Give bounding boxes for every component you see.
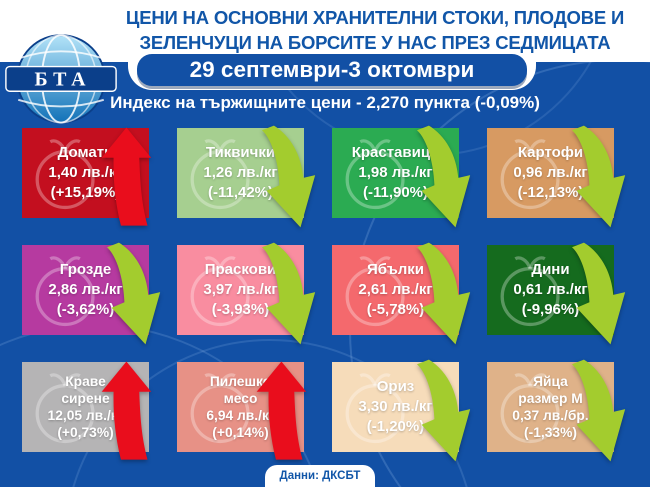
product-change: (-1,20%) [366,417,425,435]
product-name: Дини [531,261,570,279]
product-card-text: Пилешко месо 6,94 лв./кг (+0,14%) [206,373,274,442]
product-card: Краве сирене 12,05 лв./кг (+0,73%) [22,361,152,460]
produce-outline-icon [345,256,405,327]
product-card-text: Тиквички 1,26 лв./кг (-11,42%) [203,143,277,202]
product-card: Тиквички 1,26 лв./кг (-11,42%) [177,125,316,228]
product-name: Пилешко месо [209,373,272,406]
product-name: Картофи [517,144,584,162]
date-range-tab: 29 септември-3 октомври [137,54,527,86]
title-line1: ЦЕНИ НА ОСНОВНИ ХРАНИТЕЛНИ СТОКИ, ПЛОДОВ… [125,7,625,28]
produce-outline-icon [35,373,95,444]
price-up-arrow-icon [256,361,307,460]
page-title: ЦЕНИ НА ОСНОВНИ ХРАНИТЕЛНИ СТОКИ, ПЛОДОВ… [108,5,642,55]
product-price: 1,40 лв./кг [48,164,123,182]
product-card: Ябълки 2,61 лв./кг (-5,78%) [332,242,471,345]
price-down-arrow-icon [572,359,626,462]
product-card: Домати 1,40 лв./кг (+15,19%) [22,127,152,226]
produce-outline-icon [500,139,560,210]
cards-grid: Домати 1,40 лв./кг (+15,19%) Тиквички 1,… [22,125,626,462]
product-price: 2,86 лв./кг [48,281,123,299]
product-change: (+0,14%) [212,425,269,441]
product-change: (-3,93%) [211,300,270,318]
product-card: Грозде 2,86 лв./кг (-3,62%) [22,242,161,345]
source-label: Данни: ДКСБТ [279,470,361,482]
product-price: 0,96 лв./кг [513,164,588,182]
produce-outline-icon [345,139,405,210]
product-price: 1,26 лв./кг [203,164,278,182]
product-change: (+15,19%) [50,183,121,201]
product-change: (-1,33%) [524,425,577,441]
produce-outline-icon [35,139,95,210]
price-down-arrow-icon [417,359,471,462]
product-card-text: Краве сирене 12,05 лв./кг (+0,73%) [48,373,124,442]
product-card-text: Яйца размер М 0,37 лв./бр. (-1,33%) [512,373,588,442]
price-down-arrow-icon [417,125,471,228]
produce-outline-icon [345,373,405,444]
price-down-arrow-icon [572,125,626,228]
produce-outline-icon [500,373,560,444]
produce-outline-icon [35,256,95,327]
product-price: 3,97 лв./кг [203,281,278,299]
product-card-text: Домати 1,40 лв./кг (+15,19%) [48,143,122,202]
product-price: 12,05 лв./кг [47,408,124,423]
price-down-arrow-icon [572,242,626,345]
product-card-text: Праскови 3,97 лв./кг (-3,93%) [203,260,277,319]
product-name: Краставици [351,144,440,162]
product-name: Краве сирене [61,373,110,406]
product-card: Пилешко месо 6,94 лв./кг (+0,14%) [177,361,307,460]
product-change: (-5,78%) [366,300,425,318]
product-card-text: Картофи 0,96 лв./кг (-12,13%) [513,143,587,202]
product-price: 0,61 лв./кг [513,281,588,299]
product-name: Домати [57,144,114,162]
product-name: Тиквички [205,144,276,162]
price-down-arrow-icon [262,125,316,228]
price-down-arrow-icon [417,242,471,345]
product-price: 1,98 лв./кг [358,164,433,182]
product-card-text: Ябълки 2,61 лв./кг (-5,78%) [358,260,432,319]
product-price: 6,94 лв./кг [206,408,275,423]
product-name: Ориз [376,378,415,396]
price-up-arrow-icon [101,361,152,460]
product-card: Картофи 0,96 лв./кг (-12,13%) [487,125,626,228]
produce-outline-icon [500,256,560,327]
market-index-line: Индекс на тържищните цени - 2,270 пункта… [110,93,540,112]
product-card: Дини 0,61 лв./кг (-9,96%) [487,242,626,345]
product-name: Яйца размер М [518,373,583,406]
date-range-label: 29 септември-3 октомври [189,57,475,82]
product-name: Праскови [204,261,277,279]
product-name: Грозде [59,261,112,279]
product-change: (-11,42%) [207,183,274,201]
product-change: (+0,73%) [57,425,114,441]
price-down-arrow-icon [262,242,316,345]
product-card: Краставици 1,98 лв./кг (-11,90%) [332,125,471,228]
product-name: Ябълки [366,261,425,279]
product-card: Яйца размер М 0,37 лв./бр. (-1,33%) [487,359,626,462]
product-card: Ориз 3,30 лв./кг (-1,20%) [332,359,471,462]
price-down-arrow-icon [107,242,161,345]
produce-outline-icon [190,373,250,444]
product-price: 3,30 лв./кг [358,398,433,416]
product-change: (-3,62%) [56,300,115,318]
product-price: 2,61 лв./кг [358,281,433,299]
product-card-text: Дини 0,61 лв./кг (-9,96%) [513,260,587,319]
produce-outline-icon [190,256,250,327]
product-change: (-9,96%) [521,300,580,318]
product-change: (-12,13%) [517,183,584,201]
bta-logo: БТА [5,34,117,124]
price-up-arrow-icon [101,127,152,226]
product-price: 0,37 лв./бр. [512,408,589,423]
product-change: (-11,90%) [362,183,429,201]
product-card-text: Ориз 3,30 лв./кг (-1,20%) [358,377,432,436]
produce-outline-icon [190,139,250,210]
product-card: Праскови 3,97 лв./кг (-3,93%) [177,242,316,345]
product-card-text: Краставици 1,98 лв./кг (-11,90%) [352,143,440,202]
title-line2: ЗЕЛЕНЧУЦИ НА БОРСИТЕ У НАС ПРЕЗ СЕДМИЦАТ… [139,32,611,53]
source-pill: Данни: ДКСБТ [265,465,375,487]
bta-logo-text: БТА [35,69,92,91]
product-card-text: Грозде 2,86 лв./кг (-3,62%) [48,260,122,319]
